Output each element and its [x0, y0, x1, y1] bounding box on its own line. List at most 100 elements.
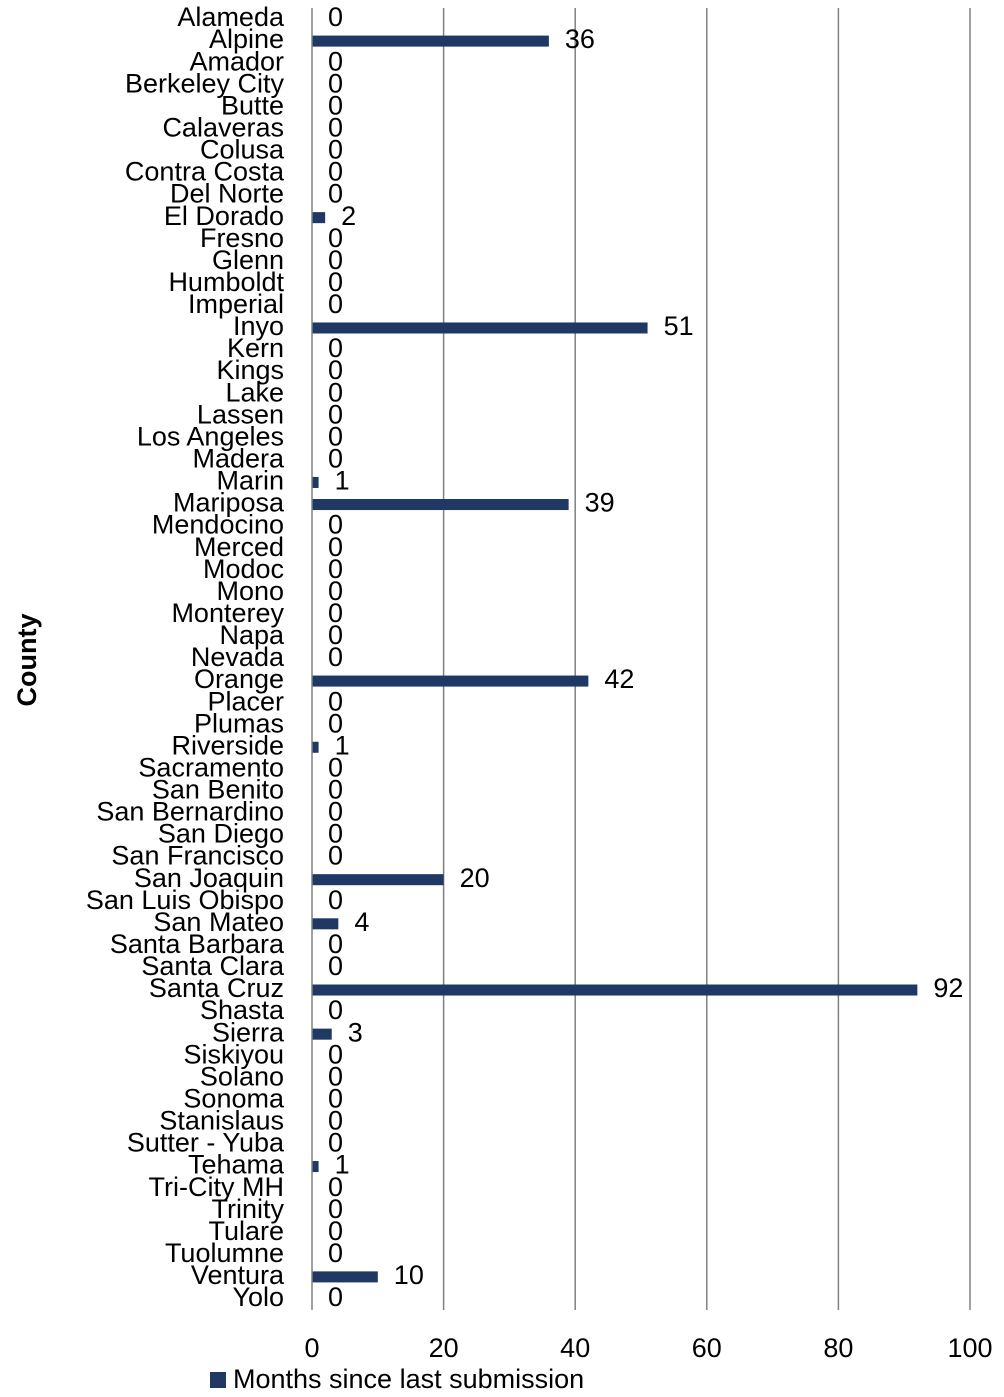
- category-label: Plumas: [194, 708, 284, 738]
- category-label: Berkeley City: [125, 68, 285, 98]
- category-label: San Luis Obispo: [86, 885, 284, 915]
- bar: [312, 1161, 319, 1173]
- category-label: Sonoma: [183, 1083, 285, 1113]
- data-label: 0: [328, 1282, 343, 1312]
- category-label: Tri-City MH: [149, 1172, 284, 1202]
- category-label: Alpine: [209, 24, 284, 54]
- data-label: 0: [328, 775, 343, 805]
- category-label: Kings: [216, 355, 284, 385]
- data-label: 0: [328, 179, 343, 209]
- data-label: 10: [394, 1260, 424, 1290]
- data-label: 0: [328, 1194, 343, 1224]
- category-label: Nevada: [191, 642, 285, 672]
- category-label: Sutter - Yuba: [127, 1128, 285, 1158]
- data-label: 0: [328, 46, 343, 76]
- data-label: 0: [328, 620, 343, 650]
- category-label: Siskiyou: [183, 1039, 284, 1069]
- category-label: Amador: [189, 46, 284, 76]
- category-label: Sacramento: [138, 752, 284, 782]
- category-label: Colusa: [200, 135, 285, 165]
- data-label: 0: [328, 929, 343, 959]
- x-tick-labels: 0 20 40 60 80 100: [304, 1333, 992, 1363]
- data-label: 20: [460, 863, 490, 893]
- category-label: Butte: [221, 90, 284, 120]
- data-label: 0: [328, 223, 343, 253]
- data-label: 51: [664, 311, 694, 341]
- category-label: Stanislaus: [159, 1106, 284, 1136]
- category-label: Solano: [200, 1061, 284, 1091]
- bar: [312, 874, 444, 886]
- data-label: 0: [328, 333, 343, 363]
- category-label: Mono: [216, 576, 284, 606]
- category-label: Tulare: [208, 1216, 284, 1246]
- bar: [312, 675, 589, 687]
- bar: [312, 918, 339, 930]
- category-label: Merced: [194, 532, 284, 562]
- category-label: Los Angeles: [137, 421, 284, 451]
- data-label: 3: [348, 1017, 363, 1047]
- category-label: San Bernardino: [96, 797, 284, 827]
- data-label: 0: [328, 157, 343, 187]
- data-label: 0: [328, 1216, 343, 1246]
- data-label: 0: [328, 510, 343, 540]
- category-label: Marin: [216, 466, 284, 496]
- bar: [312, 984, 918, 996]
- category-label: San Mateo: [153, 907, 284, 937]
- x-tick-label: 100: [947, 1333, 992, 1363]
- category-label: El Dorado: [164, 201, 284, 231]
- data-label: 0: [328, 1238, 343, 1268]
- data-label: 0: [328, 598, 343, 628]
- category-label: Tehama: [188, 1150, 285, 1180]
- x-tick-label: 0: [304, 1333, 319, 1363]
- category-label: Madera: [192, 444, 285, 474]
- data-label: 0: [328, 245, 343, 275]
- data-label: 2: [341, 201, 356, 231]
- category-label: Napa: [219, 620, 285, 650]
- data-label: 0: [328, 1083, 343, 1113]
- data-label: 0: [328, 841, 343, 871]
- data-label: 0: [328, 444, 343, 474]
- category-label: Monterey: [171, 598, 284, 628]
- data-label: 0: [328, 1039, 343, 1069]
- category-label: Del Norte: [170, 179, 284, 209]
- category-label: Placer: [207, 686, 284, 716]
- data-label: 0: [328, 885, 343, 915]
- category-label: Fresno: [200, 223, 284, 253]
- data-label: 39: [585, 488, 615, 518]
- category-label: Glenn: [212, 245, 284, 275]
- bar: [312, 499, 569, 511]
- data-label: 0: [328, 1061, 343, 1091]
- category-label: Kern: [227, 333, 284, 363]
- bar: [312, 1271, 378, 1283]
- category-label: Riverside: [171, 730, 284, 760]
- data-label: 0: [328, 90, 343, 120]
- category-label: San Francisco: [111, 841, 284, 871]
- data-label: 0: [328, 532, 343, 562]
- data-label: 0: [328, 112, 343, 142]
- data-label: 0: [328, 421, 343, 451]
- data-label: 0: [328, 752, 343, 782]
- bar: [312, 741, 319, 753]
- category-label: Ventura: [191, 1260, 285, 1290]
- category-label: Mariposa: [173, 488, 285, 518]
- category-label: Lassen: [197, 399, 284, 429]
- x-tick-label: 60: [692, 1333, 722, 1363]
- category-label: Calaveras: [162, 112, 284, 142]
- data-label: 0: [328, 377, 343, 407]
- bar: [312, 1028, 332, 1040]
- data-label: 0: [328, 1172, 343, 1202]
- category-label: Alameda: [177, 2, 285, 32]
- category-label: Mendocino: [152, 510, 284, 540]
- data-label: 0: [328, 951, 343, 981]
- category-label: Orange: [194, 664, 284, 694]
- data-label: 1: [335, 1150, 350, 1180]
- legend-swatch: [210, 1372, 226, 1388]
- category-label: Santa Clara: [141, 951, 285, 981]
- category-label: Yolo: [232, 1282, 284, 1312]
- data-label: 0: [328, 995, 343, 1025]
- x-tick-label: 40: [560, 1333, 590, 1363]
- legend-label: Months since last submission: [233, 1364, 584, 1394]
